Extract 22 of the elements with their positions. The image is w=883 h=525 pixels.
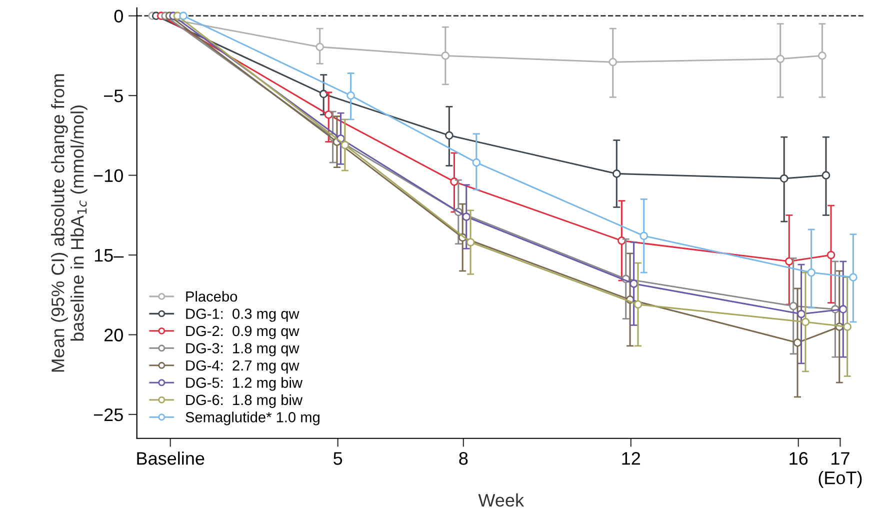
x-tick-label: Baseline: [137, 452, 204, 465]
x-tick-label: 17 (EoT): [818, 452, 862, 488]
legend-label: Placebo: [186, 290, 238, 302]
y-tick-label: 0: [114, 10, 123, 23]
y-tick-label: 15–: [94, 249, 124, 262]
legend-label: DG-4: 2.7 mg qw: [186, 360, 300, 374]
y-tick-label: −5: [104, 90, 123, 102]
y-axis-title: Mean (95% CI) absolute change from baseline in HbA$_{1c}$ (mmol/mol): [51, 74, 88, 372]
y-tick-label: 20: [104, 328, 123, 342]
y-tick-label: −25: [94, 408, 123, 422]
legend-label: DG-1: 0.3 mg qw: [186, 308, 300, 322]
y-tick-label: −10: [94, 169, 123, 182]
legend-label: DG-2: 0.9 mg qw: [186, 326, 300, 340]
x-tick-label: 5: [334, 452, 342, 465]
legend-label: DG-3: 1.8 mg qw: [186, 343, 300, 356]
legend-label: DG-5: 1.2 mg biw: [186, 377, 303, 391]
x-axis-title: Week: [478, 493, 524, 507]
x-tick-label: 8: [459, 452, 468, 465]
x-tick-label: 12: [622, 452, 640, 465]
legend-label: Semaglutide* 1.0 mg: [186, 412, 320, 426]
x-tick-label: 16: [790, 452, 808, 465]
legend-label: DG-6: 1.8 mg biw: [186, 394, 303, 408]
